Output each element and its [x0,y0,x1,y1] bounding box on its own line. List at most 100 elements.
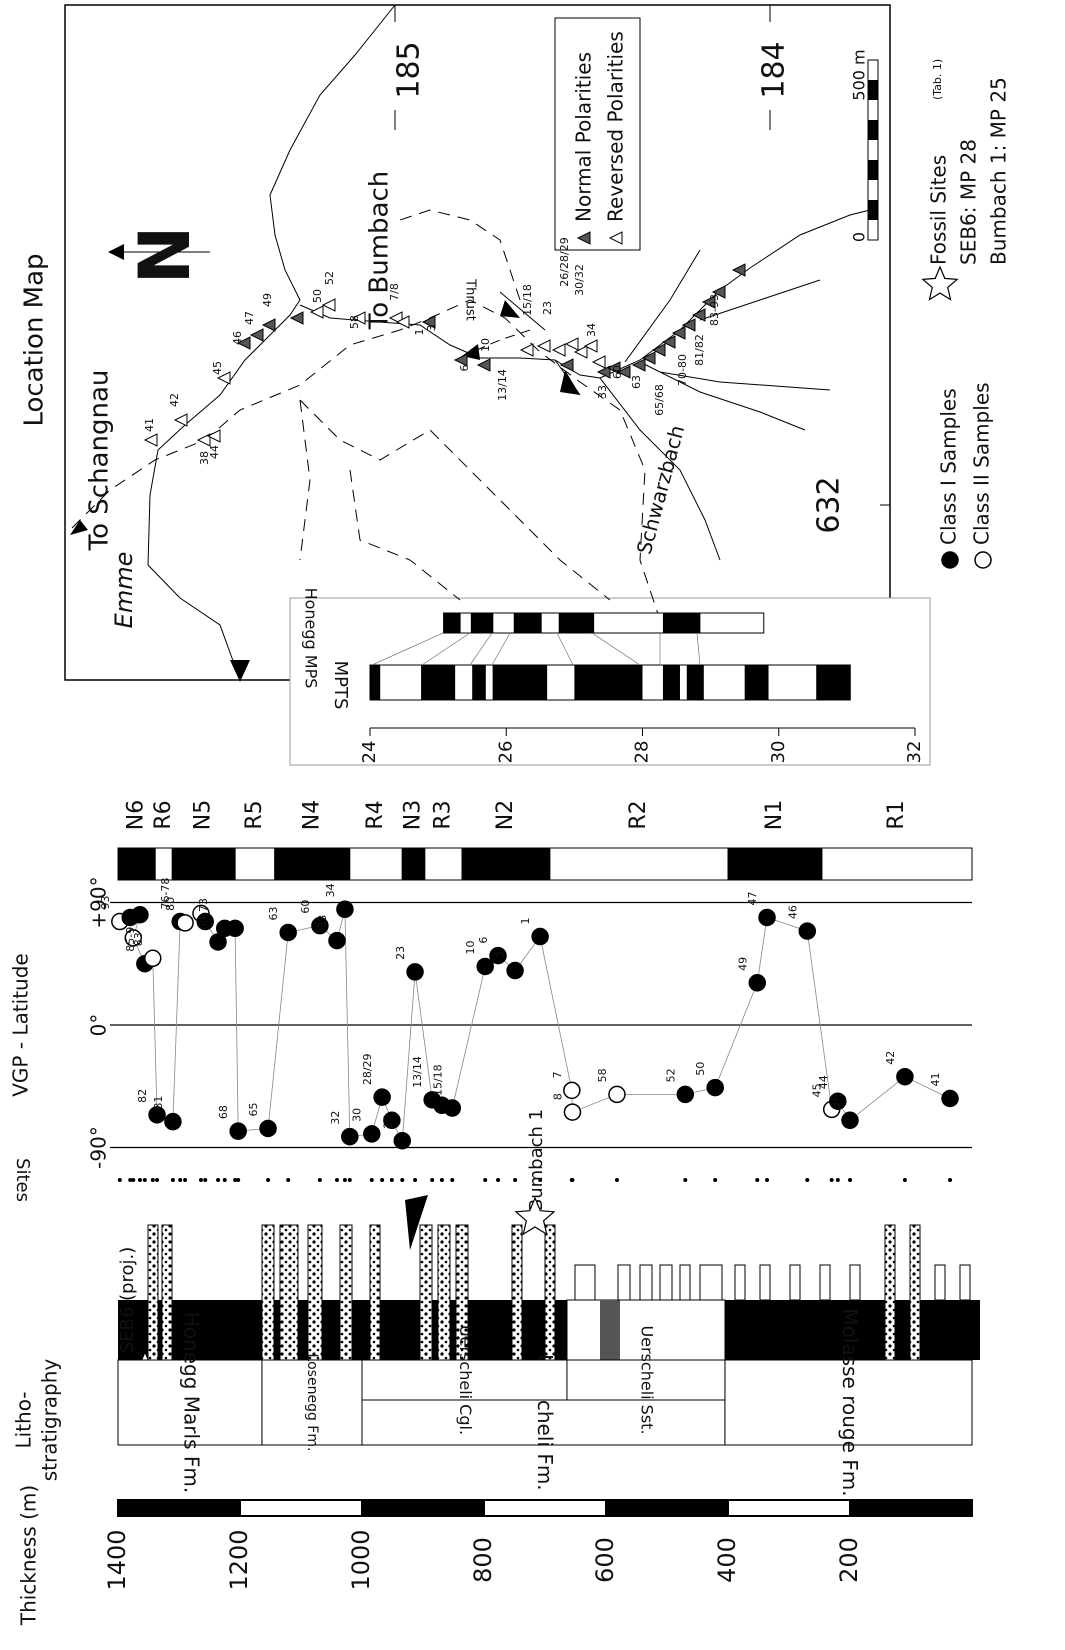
site-dot [317,1178,322,1182]
x-tick-label: 30 [768,741,789,764]
correlation-line [556,632,574,666]
site-dot [400,1178,405,1182]
sample-point [328,931,346,950]
site-triangle [289,311,304,325]
site-triangle [559,358,574,372]
site-dot [236,1178,241,1182]
creek [599,209,871,379]
sample-label: 28/29 [361,1053,374,1085]
grid-label: 185 [392,41,427,98]
thickness-band [239,1499,363,1517]
legend-label: SEB6: MP 28 [957,139,981,265]
magnetozone-label: R4 [363,800,388,829]
normal-chron [513,613,542,633]
grid-label: 632 [812,476,847,533]
formation-label: Molasse rouge Fm. [838,1308,862,1496]
x-tick-label: 800 [469,1537,497,1583]
scale-bar [867,59,879,241]
site-dot [805,1178,810,1182]
sample-point [941,1089,959,1108]
sample-point [363,1125,381,1143]
sample-label: 23 [394,946,407,960]
sample-label: 60 [299,900,312,914]
sample-point [196,912,214,931]
site-triangle [519,343,534,357]
legend-label: Class II Samples [970,382,994,545]
magnetozone [727,847,823,881]
site-dot [170,1178,175,1182]
sample-label: 32 [329,1111,342,1125]
legend-marker [974,551,992,569]
thickness-band [727,1499,851,1517]
site-triangle [573,345,588,359]
site-triangle [596,365,611,379]
site-label: 26/28/29 [558,237,571,286]
magnetozone-label: N6 [124,800,149,830]
site-label: 70-80 [676,354,689,386]
member-label: Uerscheli Sst. [637,1325,656,1434]
site-dot [142,1178,147,1182]
site-label: 50 [311,289,324,303]
sample-label: 33 [316,915,329,929]
legend-label: (Tab. 1) [931,59,944,100]
sample-label: 34 [324,883,337,897]
site-triangle [606,361,621,375]
correlation-line [371,632,444,666]
sample-point [489,946,507,965]
thrust-line [499,291,546,331]
sample-label: 83 [132,932,145,946]
site-dot [902,1178,907,1182]
site-dot [342,1178,347,1182]
site-dot [513,1178,518,1182]
normal-chron [662,613,701,633]
sample-point [476,957,494,976]
correlation-line [469,632,493,666]
site-dot [286,1178,291,1182]
site-dot [439,1178,444,1182]
sample-point [373,1088,391,1106]
site-dot [183,1178,188,1182]
legend-label: Normal Polarities [572,52,596,222]
magnetozone-label: R1 [884,800,909,829]
site-triangle [236,336,251,350]
site-label: 49 [261,293,274,307]
sample-label: 6 [477,937,490,944]
sample-point [841,1111,859,1130]
sample-point [758,908,776,927]
sample-point [829,1092,847,1110]
site-dot [380,1178,385,1182]
magnetozone [349,847,403,881]
magnetozone-label: N3 [401,800,426,830]
sample-label: 46 [786,905,799,919]
site-dot [413,1178,418,1182]
site-dot [266,1178,271,1182]
sample-label: 93 [99,896,112,910]
sample-point [563,1103,582,1121]
legend-label: Bumbach 1: MP 25 [987,77,1011,265]
formation-label: Losenegg Fm. [304,1354,320,1452]
magnetozone [401,847,426,881]
site-triangle [661,335,676,349]
formation-box [361,1399,726,1446]
x-tick-label: 400 [713,1537,741,1583]
site-triangle [731,263,746,277]
site-dot [131,1178,136,1182]
site-label: 60 [611,365,624,379]
sample-point [406,963,424,981]
column-title: Sites [12,1158,33,1202]
sample-point [226,919,244,938]
site-triangle [681,318,696,332]
site-dot [483,1178,488,1182]
normal-chron [816,665,851,700]
site-dot [755,1178,760,1182]
site-triangle [421,315,436,329]
map-label: Emme [110,552,138,629]
sample-label: 15/18 [431,1064,444,1096]
member-label: Uerscheli Cgl. [456,1325,475,1435]
x-tick-label: 28 [632,741,653,764]
site-dot [835,1178,840,1182]
site-dot [450,1178,455,1182]
magnetozone-label: R5 [242,800,267,829]
thrust-line [554,359,581,396]
site-triangle [196,433,211,447]
